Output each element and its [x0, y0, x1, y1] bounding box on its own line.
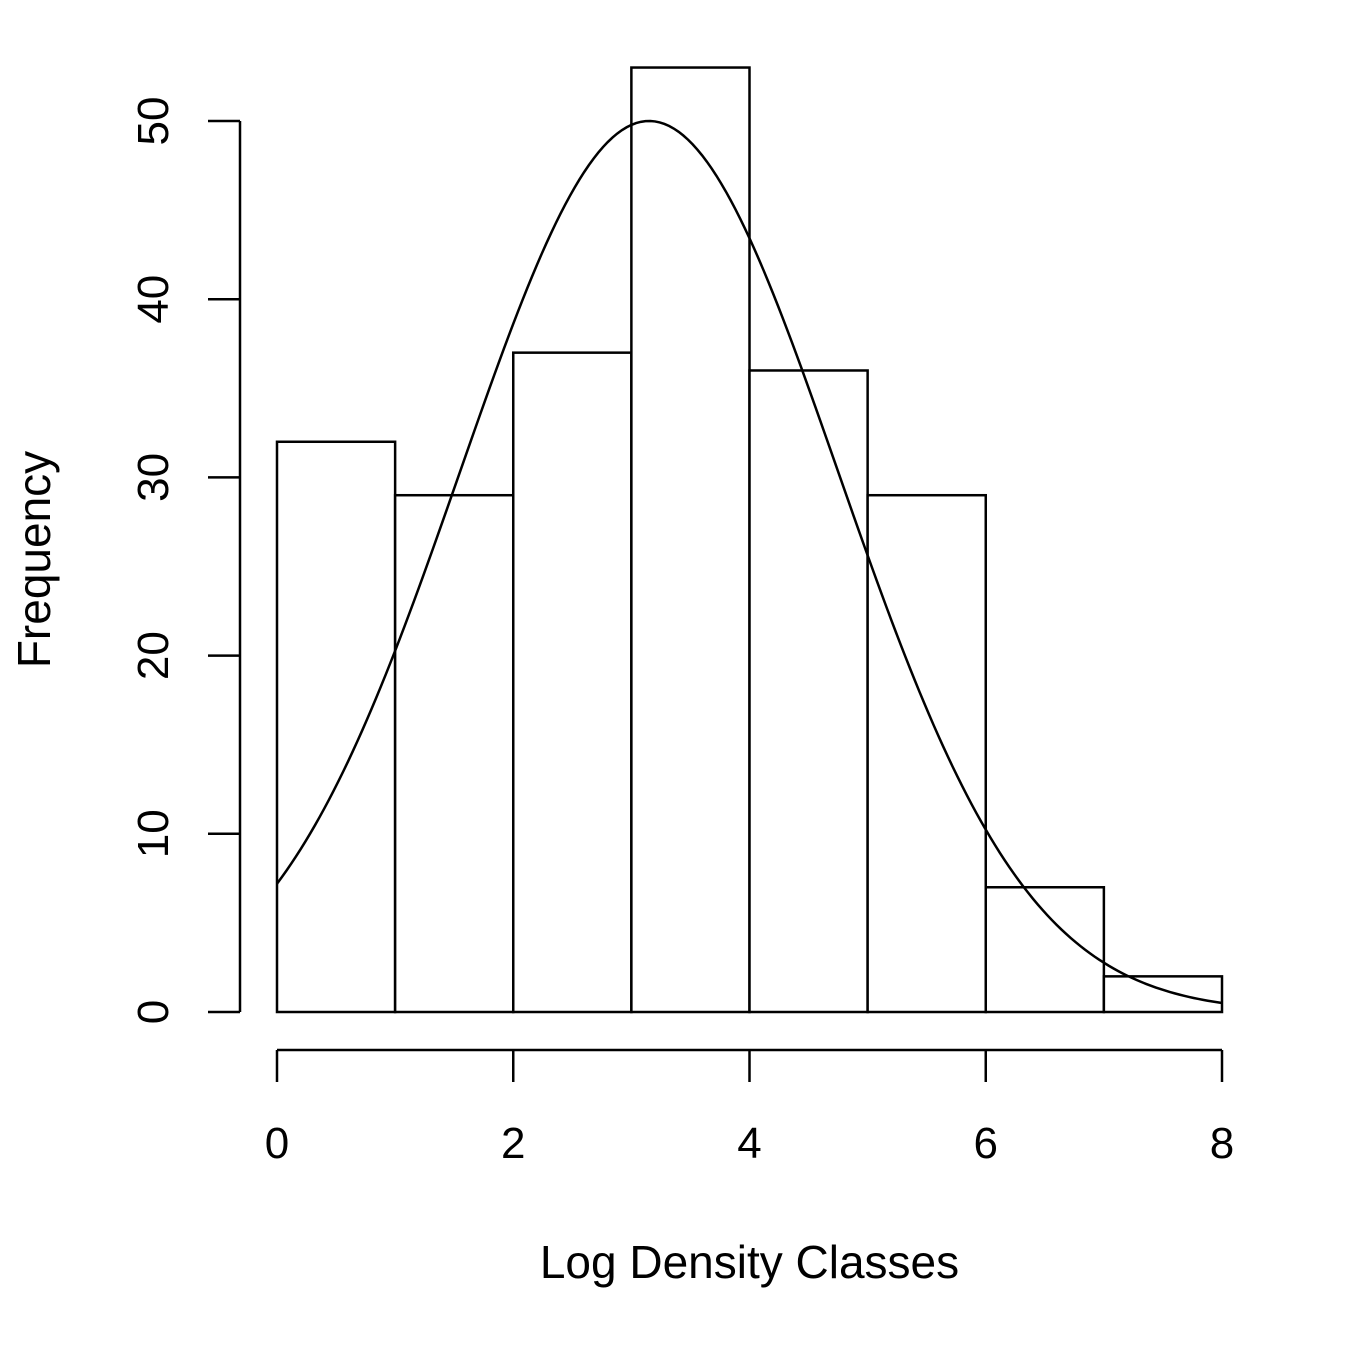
y-tick-label: 10: [129, 809, 178, 858]
histogram-bar-2: [512, 351, 633, 1014]
y-tick-label: 0: [129, 1000, 178, 1024]
x-axis-title: Log Density Classes: [540, 1236, 959, 1288]
y-tick-label: 30: [129, 453, 178, 502]
x-tick-label: 6: [974, 1119, 998, 1168]
y-axis: 0 10 20 30 40 50: [129, 97, 242, 1024]
y-tick-label: 40: [129, 275, 178, 324]
histogram-bar-7: [1102, 975, 1224, 1014]
x-tick-label: 2: [501, 1119, 525, 1168]
normal-density-curve: [275, 119, 1223, 1005]
x-axis: 0 2 4 6 8: [265, 1048, 1234, 1168]
x-tick-label: 8: [1210, 1119, 1234, 1168]
histogram-bar-1: [393, 493, 515, 1014]
x-tick-label: 0: [265, 1119, 289, 1168]
x-tick-label: 4: [737, 1119, 761, 1168]
y-tick-label: 50: [129, 97, 178, 146]
y-axis-title: Frequency: [8, 451, 60, 668]
histogram-bar-4: [748, 369, 869, 1014]
histogram-bar-3: [630, 66, 751, 1014]
histogram-bars: [275, 66, 1224, 1014]
y-tick-label: 20: [129, 631, 178, 680]
histogram-bar-5: [866, 493, 987, 1014]
histogram-bar-0: [275, 440, 397, 1014]
